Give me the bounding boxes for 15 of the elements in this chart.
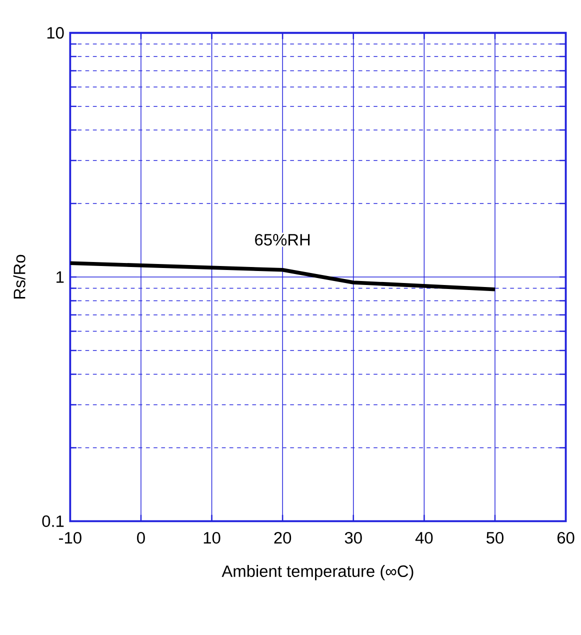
y-tick-label: 0.1 <box>42 515 64 528</box>
x-tick-label: 40 <box>415 532 433 544</box>
y-tick-label: 1 <box>56 271 64 283</box>
x-tick-label: 0 <box>136 532 145 544</box>
y-axis-title: Rs/Ro <box>13 254 26 299</box>
y-tick-label: 10 <box>47 27 64 39</box>
x-tick-label: 50 <box>486 532 504 544</box>
x-tick-label: 30 <box>344 532 362 544</box>
x-tick-label: 60 <box>557 532 574 544</box>
x-axis-title: Ambient temperature (∞C) <box>222 564 414 580</box>
x-tick-label: 20 <box>274 532 291 544</box>
x-tick-label: 10 <box>204 532 220 544</box>
line-series <box>70 261 497 292</box>
x-tick-label: -10 <box>58 532 82 544</box>
series-label: 65%RH <box>254 234 310 246</box>
